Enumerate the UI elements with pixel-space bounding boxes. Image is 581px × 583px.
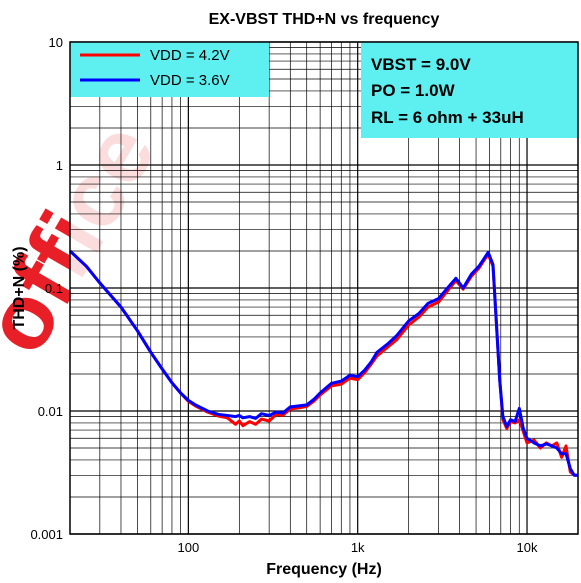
x-tick-label: 1k xyxy=(351,540,365,555)
x-tick-label: 10k xyxy=(517,540,538,555)
series-line-vdd36 xyxy=(68,249,578,477)
y-tick-label: 0.001 xyxy=(30,527,63,542)
x-tick-label: 100 xyxy=(178,540,200,555)
legend-label-vdd36: VDD = 3.6V xyxy=(150,72,230,89)
plot-frame xyxy=(69,41,579,535)
condition-po: PO = 1.0W xyxy=(371,81,456,100)
y-tick-label: 10 xyxy=(49,35,63,50)
chart-title: EX-VBST THD+N vs frequency xyxy=(209,11,440,28)
y-tick-label: 1 xyxy=(56,158,63,173)
y-tick-label: 0.1 xyxy=(45,281,63,296)
y-tick-label: 0.01 xyxy=(38,404,63,419)
conditions-box xyxy=(361,42,578,138)
condition-vbst: VBST = 9.0V xyxy=(371,55,471,74)
x-axis-label: Frequency (Hz) xyxy=(266,561,382,578)
y-axis-label: THD+N (%) xyxy=(11,246,28,329)
legend-box xyxy=(70,42,269,97)
legend-label-vdd42: VDD = 4.2V xyxy=(150,47,230,64)
series-layer xyxy=(68,249,578,477)
tick-labels: 100 1k 10k 10 1 0.1 0.01 0.001 xyxy=(30,35,538,555)
condition-rl: RL = 6 ohm + 33uH xyxy=(371,108,524,127)
